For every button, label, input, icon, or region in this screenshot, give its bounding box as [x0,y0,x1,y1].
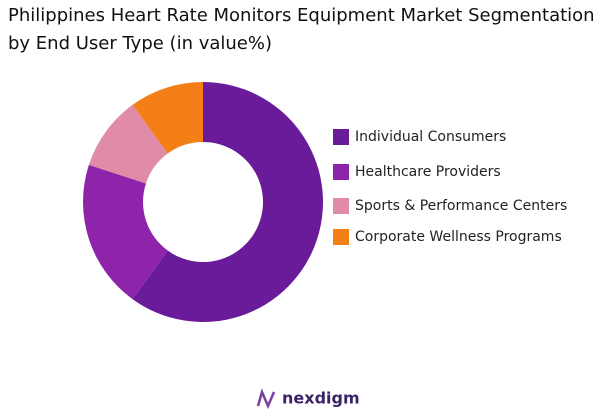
legend-swatch [333,164,349,180]
donut-slice [132,82,203,154]
legend-swatch [333,129,349,145]
donut-slice [88,104,168,184]
donut-slice [83,164,168,300]
legend-label: Corporate Wellness Programs [355,229,562,245]
legend-swatch [333,229,349,245]
logo-icon [256,388,276,410]
legend-swatch [333,198,349,214]
chart-title: Philippines Heart Rate Monitors Equipmen… [8,5,595,54]
donut-slice [132,82,323,322]
legend-label: Healthcare Providers [355,164,501,180]
legend-label: Sports & Performance Centers [355,198,567,214]
legend-label: Individual Consumers [355,129,506,145]
brand: nexdigm [282,389,360,408]
